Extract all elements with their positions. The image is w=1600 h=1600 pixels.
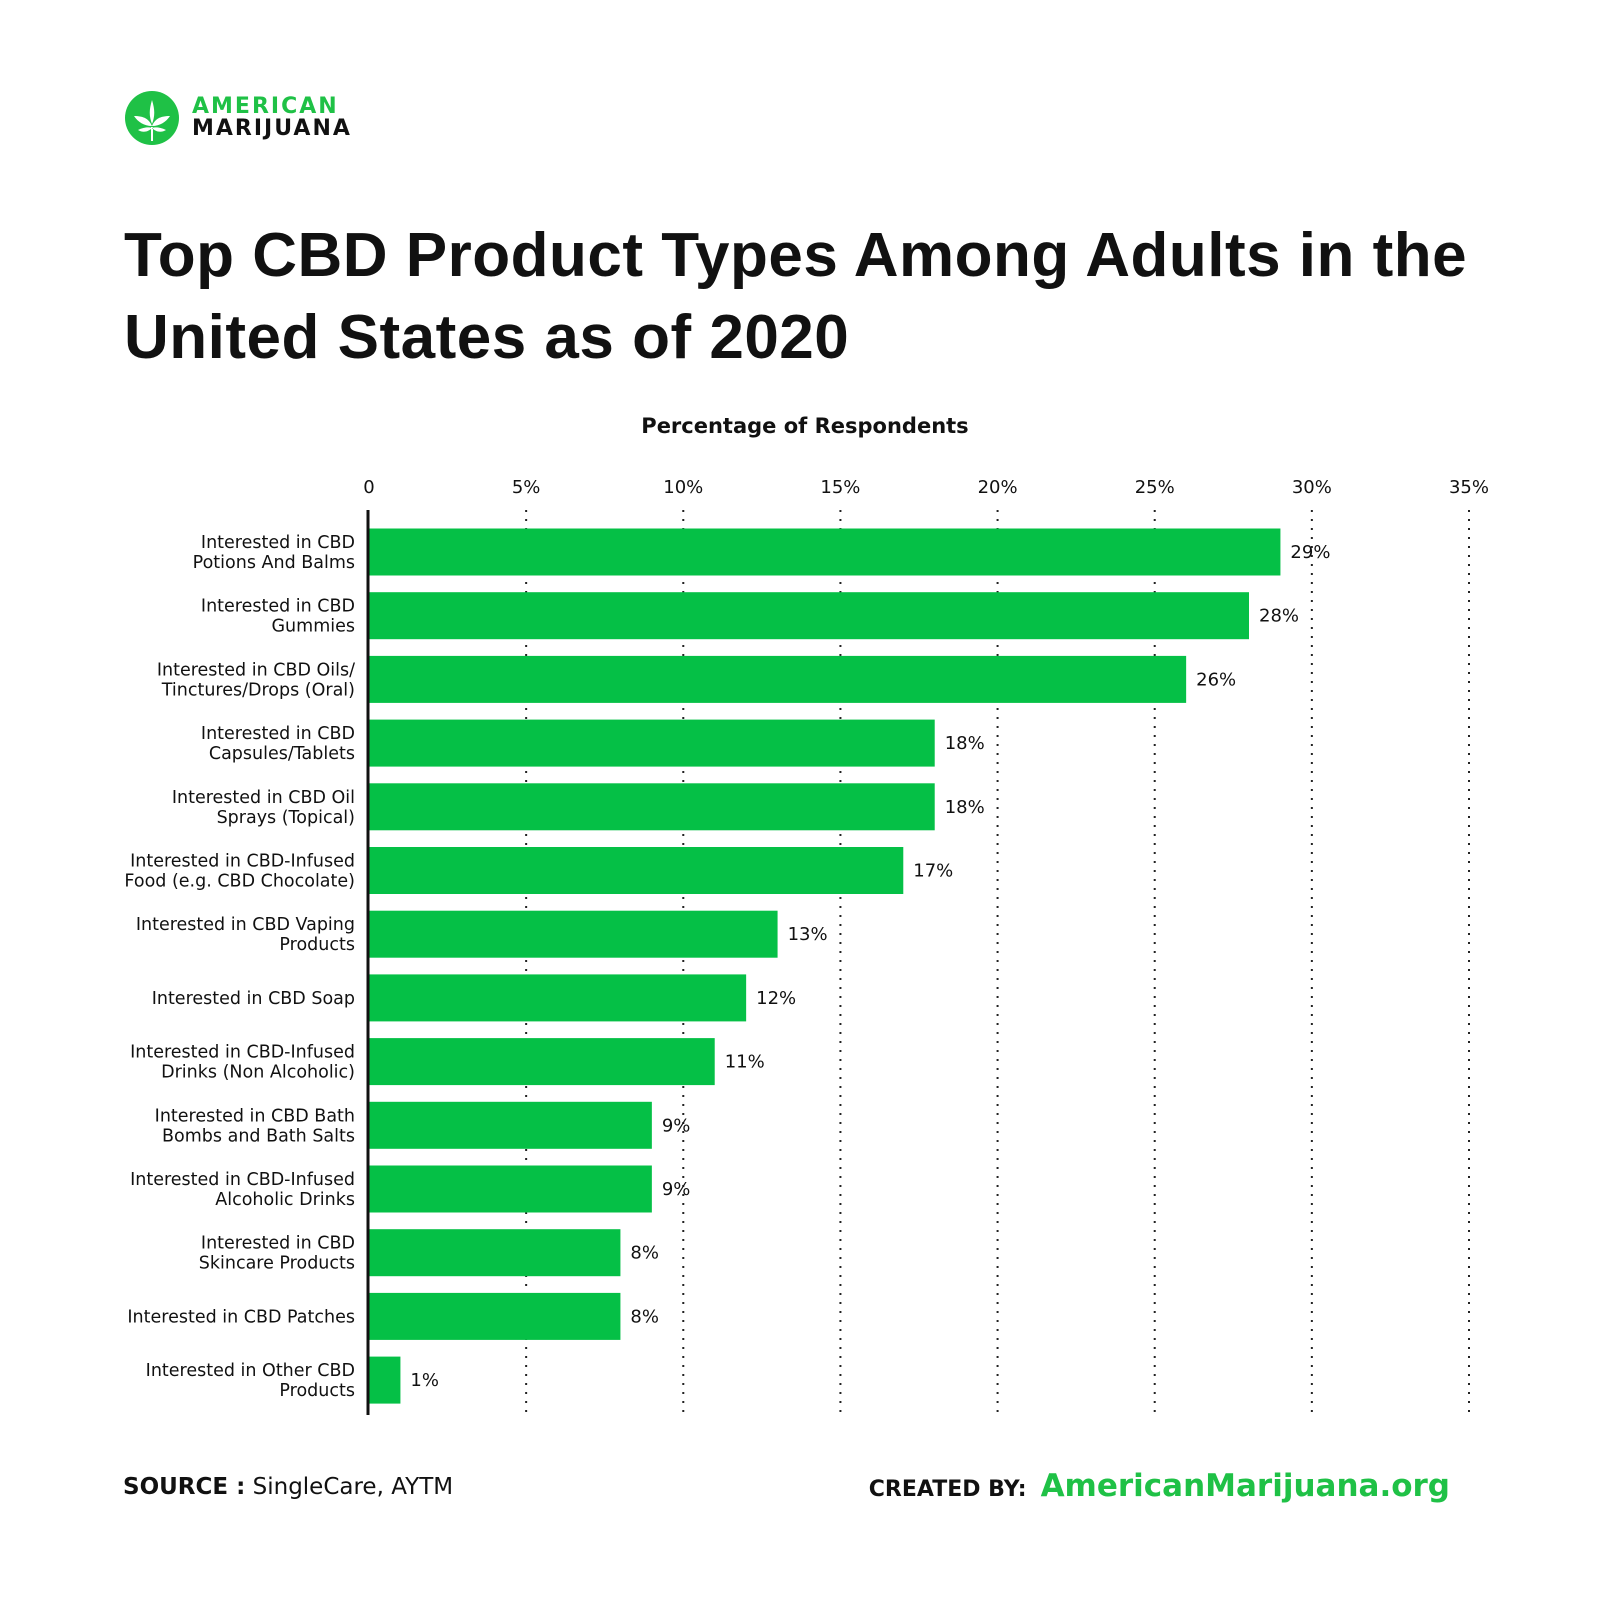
logo: AMERICAN MARIJUANA (124, 90, 352, 146)
category-label: Tinctures/Drops (Oral) (161, 680, 355, 700)
category-label: Interested in CBD Soap (152, 989, 355, 1009)
data-label: 11% (725, 1052, 765, 1073)
category-label: Products (279, 1381, 355, 1401)
x-tick-label: 30% (1292, 477, 1332, 498)
created-site-link[interactable]: AmericanMarijuana.org (1040, 1468, 1450, 1504)
category-label: Interested in CBD (201, 597, 355, 617)
category-label: Skincare Products (199, 1254, 355, 1274)
cannabis-leaf-circle-icon (125, 91, 179, 145)
x-tick-label: 0 (363, 477, 374, 498)
created-label: CREATED BY: (868, 1477, 1027, 1502)
category-label: Gummies (272, 617, 356, 637)
data-label: 17% (913, 861, 953, 882)
category-label: Interested in CBD (201, 724, 355, 744)
data-label: 8% (630, 1243, 659, 1264)
category-label: Interested in CBD-Infused (130, 852, 355, 872)
bar (369, 1229, 621, 1277)
data-label: 26% (1196, 669, 1236, 690)
category-label: Interested in CBD Vaping (136, 915, 355, 935)
category-label: Interested in CBD (201, 533, 355, 553)
data-label: 18% (945, 797, 985, 818)
x-tick-label: 15% (820, 477, 860, 498)
category-label: Interested in CBD Bath (155, 1106, 355, 1126)
page-title: Top CBD Product Types Among Adults in th… (124, 221, 1468, 372)
data-label: 1% (410, 1370, 439, 1391)
bar (369, 847, 904, 894)
x-axis-title: Percentage of Respondents (0, 414, 1600, 438)
category-label: Bombs and Bath Salts (162, 1126, 355, 1146)
bar (369, 1356, 401, 1404)
source-label: SOURCE : (123, 1474, 246, 1500)
category-label: Interested in CBD Oil (172, 788, 355, 808)
category-label: Interested in CBD-Infused (130, 1170, 355, 1190)
category-label: Potions And Balms (193, 553, 355, 573)
category-label: Interested in CBD Oils/ (157, 660, 355, 680)
source-value: SingleCare, AYTM (252, 1474, 454, 1500)
x-tick-label: 20% (978, 477, 1018, 498)
bar (369, 910, 778, 958)
data-label: 9% (662, 1115, 691, 1136)
x-tick-label: 5% (512, 477, 541, 498)
bar (369, 719, 935, 767)
data-label: 9% (662, 1179, 691, 1200)
x-tick-label: 35% (1449, 477, 1489, 498)
bar (369, 1165, 652, 1213)
data-label: 13% (788, 924, 828, 945)
data-label: 18% (945, 733, 985, 754)
bar (369, 1292, 621, 1340)
bar (369, 655, 1187, 703)
bar (369, 783, 935, 831)
bar (369, 1038, 715, 1086)
category-label: Drinks (Non Alcoholic) (161, 1063, 355, 1083)
source-note: SOURCE : SingleCare, AYTM (123, 1474, 453, 1500)
data-label: 29% (1290, 542, 1330, 563)
data-label: 12% (756, 988, 796, 1009)
bar (369, 528, 1281, 576)
bar (369, 1101, 652, 1149)
category-label: Capsules/Tablets (209, 744, 355, 764)
category-label: Interested in CBD (201, 1234, 355, 1254)
logo-line2: MARIJUANA (192, 116, 352, 141)
data-label: 28% (1259, 606, 1299, 627)
category-label: Interested in CBD-Infused (130, 1043, 355, 1063)
logo-line1: AMERICAN (192, 94, 339, 119)
bar (369, 592, 1249, 640)
logo-wordmark: AMERICAN MARIJUANA (192, 96, 352, 140)
category-label: Alcoholic Drinks (215, 1190, 355, 1210)
data-label: 8% (630, 1306, 659, 1327)
category-label: Food (e.g. CBD Chocolate) (124, 872, 355, 892)
x-tick-label: 25% (1135, 477, 1175, 498)
x-tick-label: 10% (663, 477, 703, 498)
category-label: Interested in Other CBD (146, 1361, 355, 1381)
category-label: Interested in CBD Patches (127, 1307, 355, 1327)
category-label: Sprays (Topical) (217, 808, 355, 828)
created-by: CREATED BY: AmericanMarijuana.org (869, 1468, 1450, 1504)
category-label: Products (279, 935, 355, 955)
x-axis-title-text: Percentage of Respondents (641, 414, 969, 438)
bar (369, 974, 747, 1022)
